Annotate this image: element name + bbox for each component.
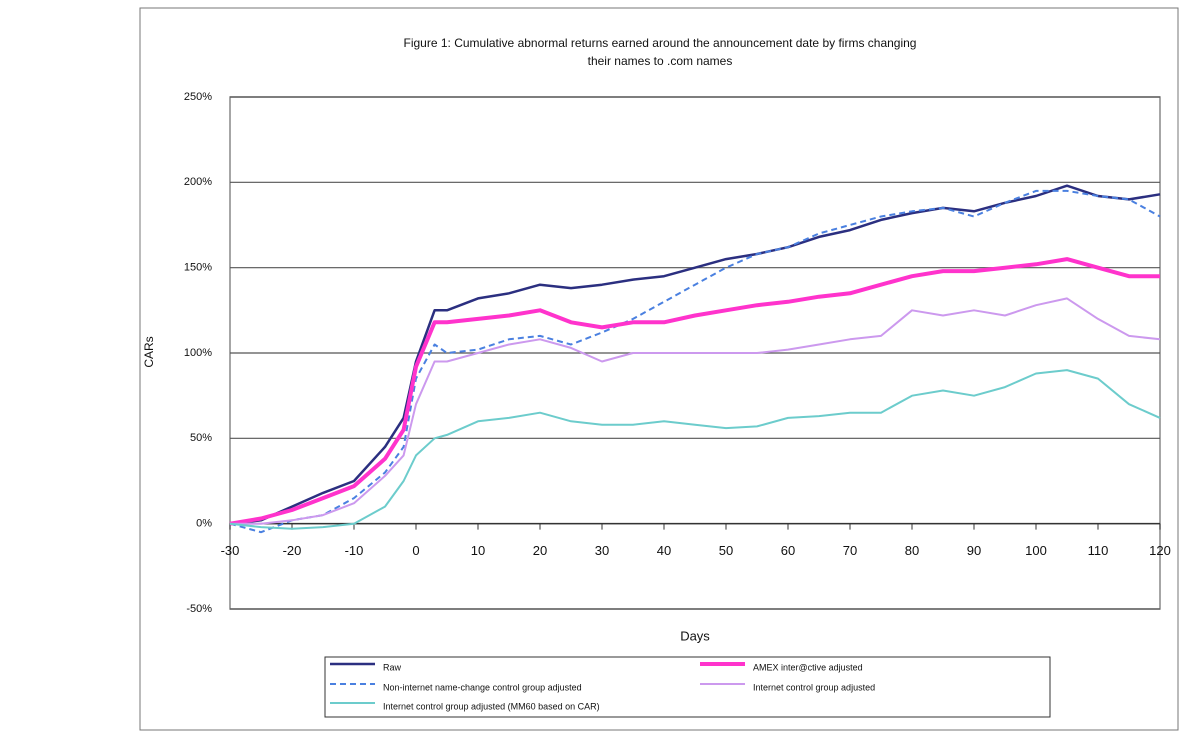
x-tick-label: 120 — [1149, 543, 1171, 558]
series-line — [229, 257, 1160, 526]
x-tick-label: -20 — [283, 543, 302, 558]
x-tick-label: 50 — [719, 543, 733, 558]
legend — [324, 656, 1051, 718]
x-tick-label: 70 — [843, 543, 857, 558]
x-tick-label: 80 — [905, 543, 919, 558]
x-axis-label: Days — [680, 628, 710, 643]
x-tick-label: 20 — [533, 543, 547, 558]
y-tick-label: 200% — [184, 176, 212, 188]
legend-label: Internet control group adjusted — [753, 682, 875, 692]
y-tick-label: 250% — [184, 91, 212, 103]
series-line — [229, 369, 1161, 530]
x-tick-label: 0 — [412, 543, 419, 558]
chart-title: Figure 1: Cumulative abnormal returns ea… — [404, 36, 917, 50]
y-tick-label: 150% — [184, 262, 212, 274]
y-tick-label: 100% — [184, 347, 212, 359]
x-tick-label: 30 — [595, 543, 609, 558]
legend-label: Raw — [383, 662, 402, 672]
chart-title: their names to .com names — [588, 54, 733, 68]
series-line — [229, 189, 1161, 534]
x-tick-label: -10 — [345, 543, 364, 558]
x-tick-label: 90 — [967, 543, 981, 558]
x-tick-label: -30 — [221, 543, 240, 558]
legend-label: Internet control group adjusted (MM60 ba… — [383, 701, 600, 711]
x-tick-label: 60 — [781, 543, 795, 558]
y-tick-label: -50% — [186, 603, 212, 615]
y-tick-label: 0% — [196, 518, 212, 530]
y-axis-label: CARs — [142, 336, 156, 367]
x-tick-label: 100 — [1025, 543, 1047, 558]
series-line — [229, 184, 1161, 525]
x-tick-label: 10 — [471, 543, 485, 558]
legend-label: Non-internet name-change control group a… — [383, 682, 582, 692]
y-tick-label: 50% — [190, 432, 212, 444]
x-tick-label: 40 — [657, 543, 671, 558]
legend-label: AMEX inter@ctive adjusted — [753, 662, 863, 672]
x-tick-label: 110 — [1088, 543, 1109, 558]
series-line — [230, 297, 1161, 525]
